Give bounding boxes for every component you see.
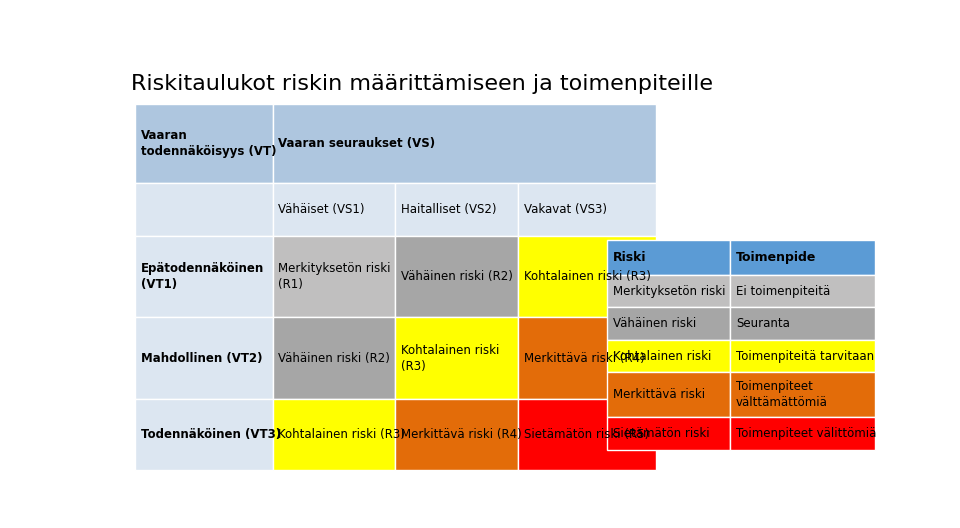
Text: Merkityksetön riski: Merkityksetön riski	[613, 285, 726, 298]
FancyBboxPatch shape	[608, 307, 731, 340]
Text: Mahdollinen (VT2): Mahdollinen (VT2)	[141, 352, 262, 365]
FancyBboxPatch shape	[731, 340, 876, 372]
Text: Merkittävä riski: Merkittävä riski	[613, 388, 706, 401]
FancyBboxPatch shape	[731, 240, 876, 275]
Text: Kohtalainen riski (R3): Kohtalainen riski (R3)	[524, 270, 651, 284]
FancyBboxPatch shape	[608, 340, 731, 372]
Text: Kohtalainen riski (R3): Kohtalainen riski (R3)	[278, 428, 405, 441]
FancyBboxPatch shape	[608, 275, 731, 307]
FancyBboxPatch shape	[608, 372, 731, 417]
FancyBboxPatch shape	[134, 317, 273, 399]
Text: Kohtalainen riski
(R3): Kohtalainen riski (R3)	[401, 344, 499, 373]
FancyBboxPatch shape	[518, 183, 656, 236]
Text: Toimenpide: Toimenpide	[736, 251, 816, 264]
FancyBboxPatch shape	[731, 372, 876, 417]
Text: Vaaran seuraukset (VS): Vaaran seuraukset (VS)	[278, 137, 436, 150]
FancyBboxPatch shape	[518, 236, 656, 317]
Text: Toimenpiteet
välttämättömiä: Toimenpiteet välttämättömiä	[736, 380, 828, 409]
FancyBboxPatch shape	[134, 399, 273, 470]
FancyBboxPatch shape	[273, 183, 396, 236]
FancyBboxPatch shape	[134, 183, 273, 236]
FancyBboxPatch shape	[518, 399, 656, 470]
FancyBboxPatch shape	[273, 317, 396, 399]
Text: Vähäiset (VS1): Vähäiset (VS1)	[278, 203, 365, 216]
FancyBboxPatch shape	[518, 317, 656, 399]
Text: Toimenpiteet välittömiä: Toimenpiteet välittömiä	[736, 427, 876, 440]
FancyBboxPatch shape	[396, 399, 518, 470]
Text: Sietämätön riski: Sietämätön riski	[613, 427, 709, 440]
FancyBboxPatch shape	[396, 317, 518, 399]
Text: Haitalliset (VS2): Haitalliset (VS2)	[401, 203, 496, 216]
Text: Ei toimenpiteitä: Ei toimenpiteitä	[736, 285, 830, 298]
Text: Todennäköinen (VT3): Todennäköinen (VT3)	[141, 428, 281, 441]
FancyBboxPatch shape	[731, 275, 876, 307]
Text: Vähäinen riski (R2): Vähäinen riski (R2)	[278, 352, 391, 365]
FancyBboxPatch shape	[273, 236, 396, 317]
FancyBboxPatch shape	[134, 104, 273, 183]
Text: Merkittävä riski (R4): Merkittävä riski (R4)	[524, 352, 645, 365]
Text: Epätodennäköinen
(VT1): Epätodennäköinen (VT1)	[141, 262, 264, 291]
Text: Riskitaulukot riskin määrittämiseen ja toimenpiteille: Riskitaulukot riskin määrittämiseen ja t…	[132, 73, 713, 93]
Text: Vakavat (VS3): Vakavat (VS3)	[524, 203, 607, 216]
FancyBboxPatch shape	[273, 104, 656, 183]
Text: Riski: Riski	[613, 251, 647, 264]
FancyBboxPatch shape	[396, 236, 518, 317]
Text: Sietämätön riski (R5): Sietämätön riski (R5)	[524, 428, 649, 441]
FancyBboxPatch shape	[134, 236, 273, 317]
FancyBboxPatch shape	[396, 183, 518, 236]
FancyBboxPatch shape	[608, 417, 731, 450]
Text: Vähäinen riski: Vähäinen riski	[613, 317, 697, 330]
FancyBboxPatch shape	[608, 240, 731, 275]
FancyBboxPatch shape	[273, 399, 396, 470]
Text: Merkityksetön riski
(R1): Merkityksetön riski (R1)	[278, 262, 391, 291]
Text: Vähäinen riski (R2): Vähäinen riski (R2)	[401, 270, 513, 284]
FancyBboxPatch shape	[731, 417, 876, 450]
Text: Vaaran
todennäköisyys (VT): Vaaran todennäköisyys (VT)	[141, 129, 276, 158]
Text: Kohtalainen riski: Kohtalainen riski	[613, 350, 711, 363]
Text: Merkittävä riski (R4): Merkittävä riski (R4)	[401, 428, 522, 441]
Text: Seuranta: Seuranta	[736, 317, 790, 330]
Text: Toimenpiteitä tarvitaan: Toimenpiteitä tarvitaan	[736, 350, 875, 363]
FancyBboxPatch shape	[731, 307, 876, 340]
